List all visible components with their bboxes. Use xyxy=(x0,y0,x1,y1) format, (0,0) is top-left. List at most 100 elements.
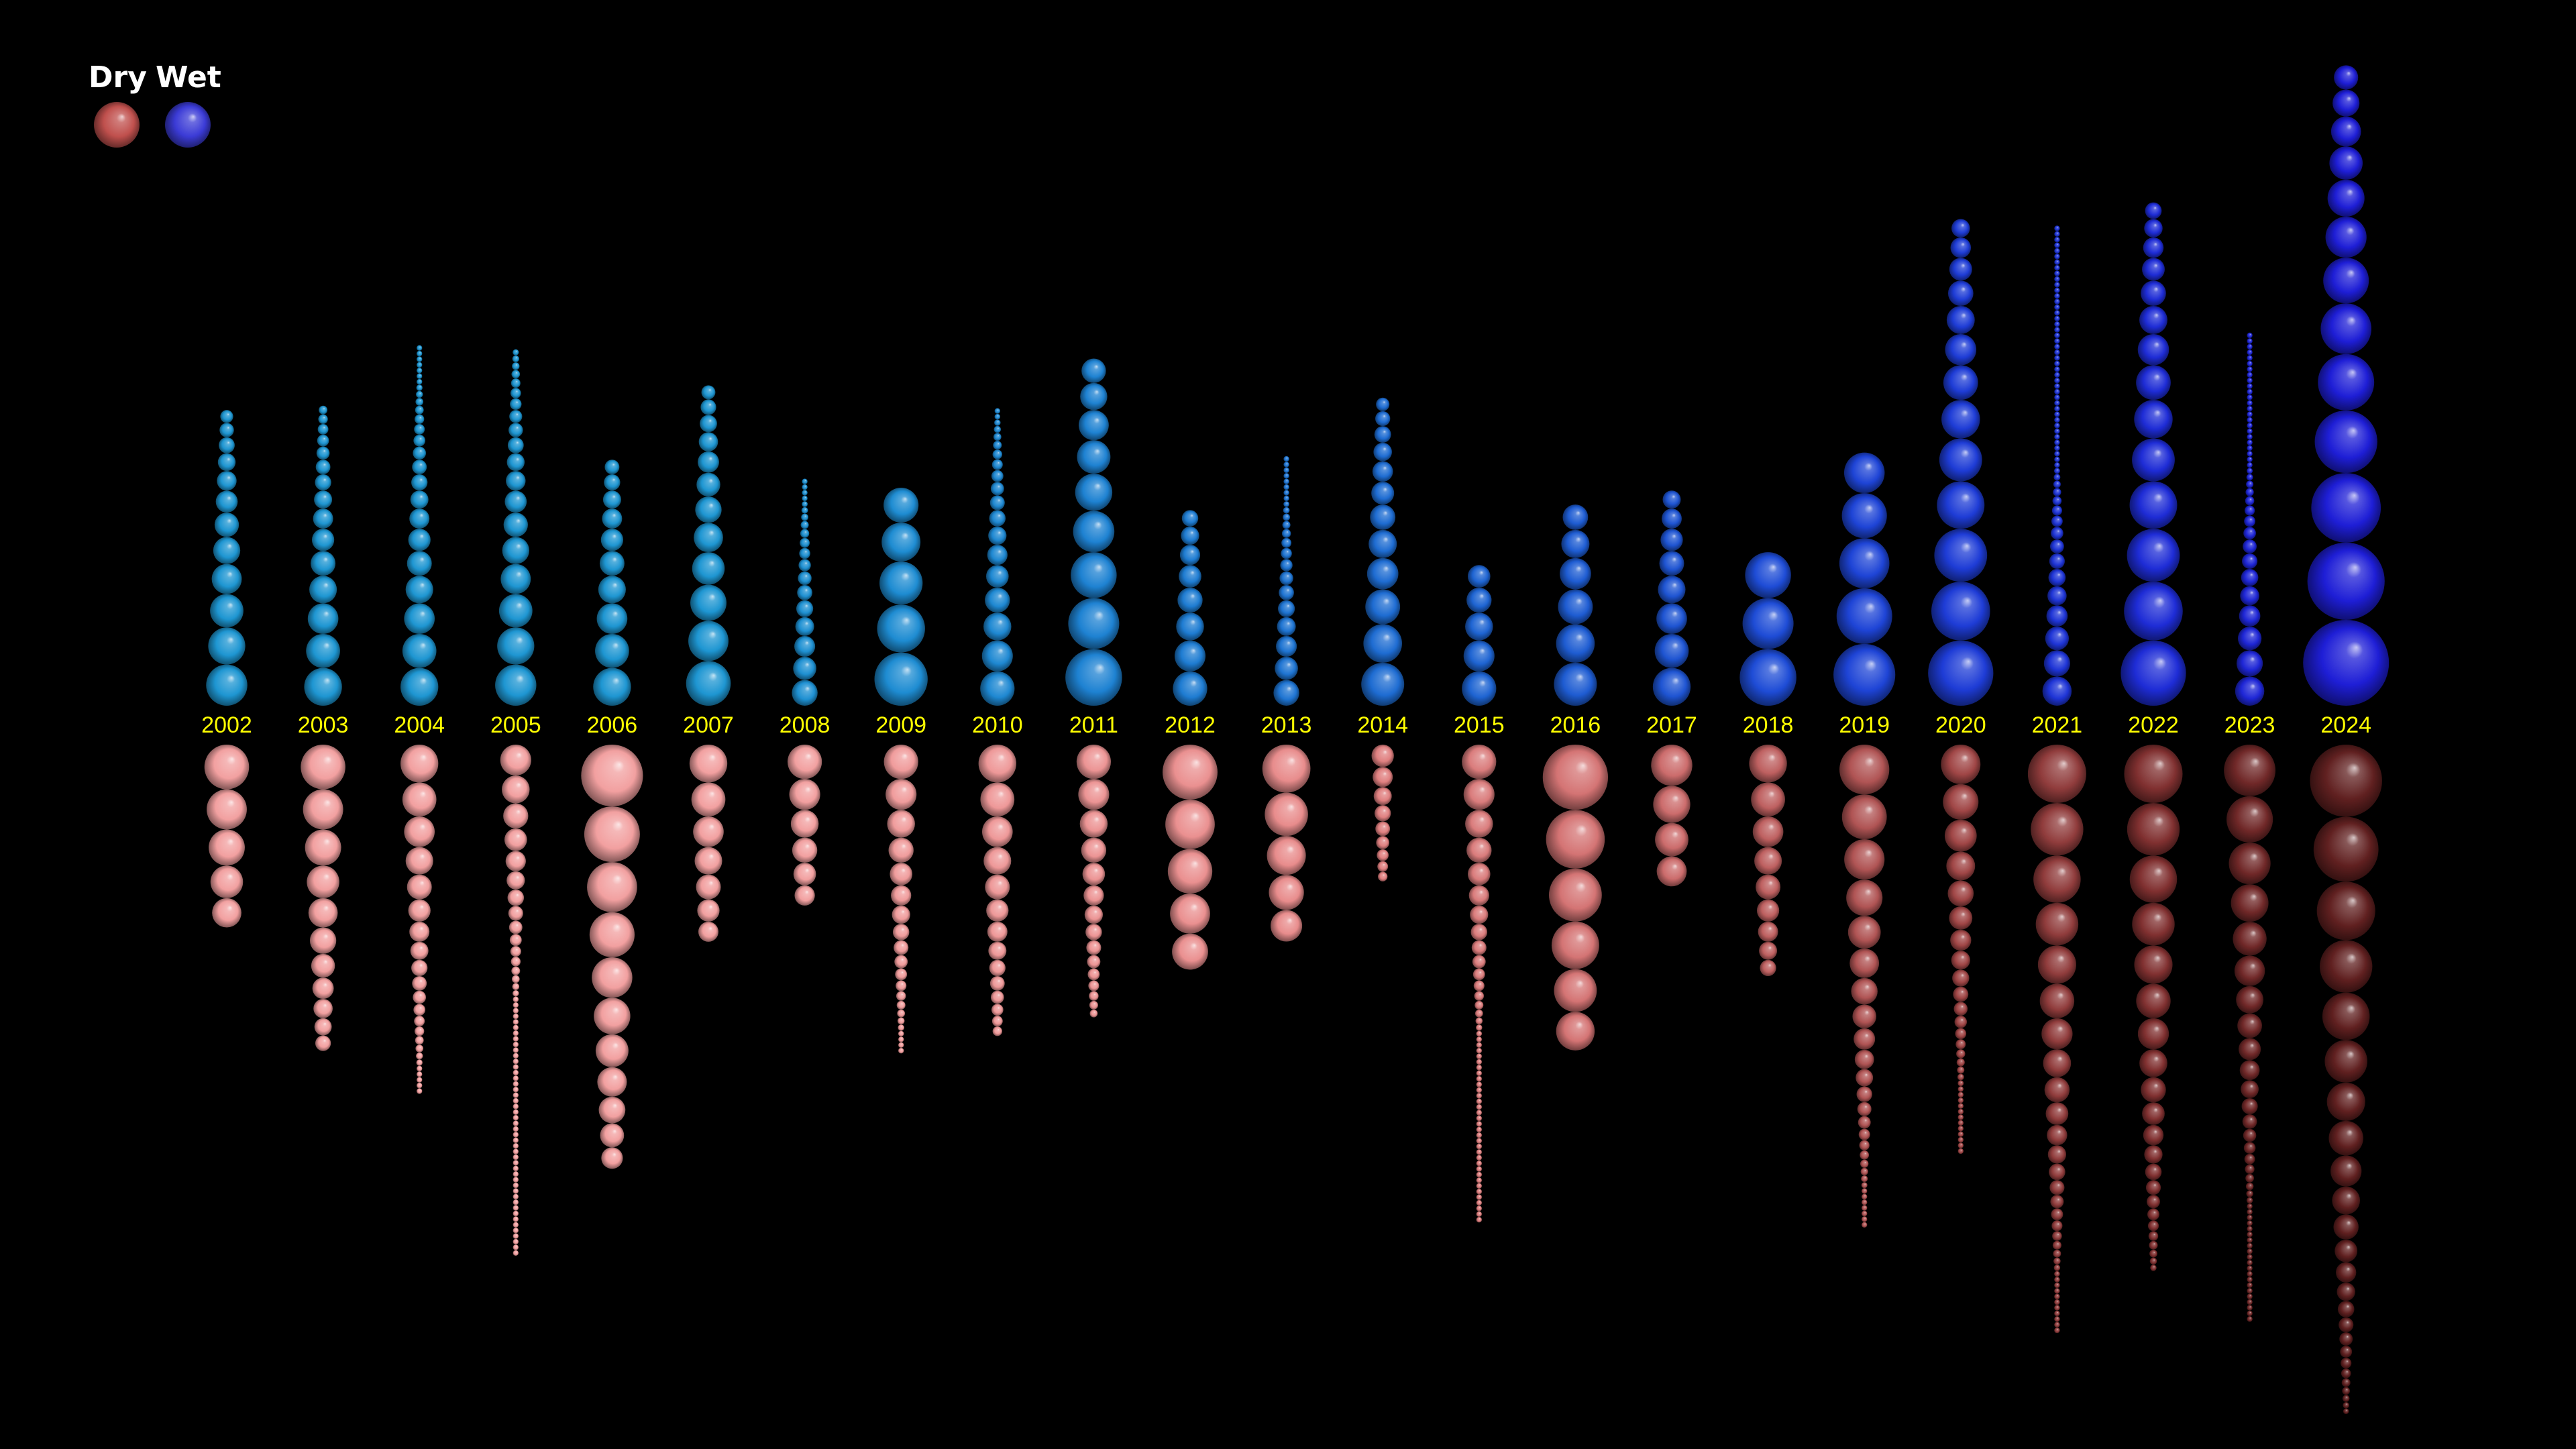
wet-sphere xyxy=(2054,378,2060,384)
wet-sphere xyxy=(498,594,533,628)
dry-sphere xyxy=(898,1036,904,1042)
year-label-2009: 2009 xyxy=(875,712,926,738)
dry-sphere xyxy=(513,1030,519,1036)
wet-sphere xyxy=(800,529,810,538)
dry-sphere xyxy=(2043,1049,2072,1077)
wet-sphere xyxy=(992,449,1003,460)
wet-sphere xyxy=(698,451,719,473)
wet-sphere xyxy=(1662,490,1681,509)
wet-sphere xyxy=(220,410,233,423)
dry-sphere xyxy=(410,941,429,960)
wet-sphere xyxy=(1081,358,1106,383)
dry-sphere xyxy=(1656,856,1687,887)
wet-sphere xyxy=(210,594,244,628)
dry-sphere xyxy=(2247,1299,2253,1305)
dry-sphere xyxy=(1474,991,1485,1001)
dry-column-2017 xyxy=(1651,744,1693,887)
year-label-2021: 2021 xyxy=(2032,712,2083,738)
wet-sphere xyxy=(317,434,329,447)
wet-sphere xyxy=(1276,635,1297,657)
wet-sphere xyxy=(797,585,812,600)
wet-sphere xyxy=(2143,237,2164,258)
dry-sphere xyxy=(2245,1182,2254,1191)
wet-sphere xyxy=(2142,258,2165,281)
dry-sphere xyxy=(212,898,241,928)
dry-sphere xyxy=(1476,1115,1482,1122)
wet-sphere xyxy=(2329,146,2363,180)
wet-sphere xyxy=(416,384,423,391)
wet-sphere xyxy=(2244,515,2256,527)
wet-sphere xyxy=(416,378,423,385)
dry-sphere xyxy=(2320,940,2373,993)
dry-sphere xyxy=(2045,1102,2069,1125)
dry-sphere xyxy=(2239,1060,2260,1081)
dry-sphere xyxy=(1085,924,1102,941)
wet-sphere xyxy=(2243,527,2256,540)
wet-sphere xyxy=(701,385,716,400)
wet-sphere xyxy=(988,526,1007,545)
wet-sphere xyxy=(2054,304,2060,311)
dry-sphere xyxy=(991,1004,1004,1016)
dry-sphere xyxy=(1849,948,1880,978)
dry-sphere xyxy=(2054,1322,2060,1328)
dry-sphere xyxy=(896,1000,906,1010)
dry-sphere xyxy=(2031,803,2084,856)
wet-sphere xyxy=(2051,527,2063,540)
dry-sphere xyxy=(513,989,519,997)
dry-sphere xyxy=(788,745,822,780)
wet-sphere xyxy=(2247,417,2253,423)
dry-sphere xyxy=(513,1216,519,1222)
wet-sphere xyxy=(2054,299,2060,305)
wet-sphere xyxy=(2042,676,2072,706)
dry-sphere xyxy=(513,1047,519,1053)
dry-sphere xyxy=(402,782,437,817)
wet-sphere xyxy=(2054,231,2060,237)
dry-sphere xyxy=(1953,986,1969,1002)
dry-sphere xyxy=(587,862,637,912)
dry-sphere xyxy=(1957,1103,1964,1109)
dry-sphere xyxy=(2339,1317,2354,1332)
wet-sphere xyxy=(2247,394,2253,400)
dry-sphere xyxy=(1165,799,1215,849)
wet-sphere xyxy=(211,564,242,594)
year-label-2018: 2018 xyxy=(1743,712,1794,738)
wet-sphere xyxy=(1939,438,1982,482)
dry-sphere xyxy=(2247,1209,2253,1215)
wet-sphere xyxy=(309,576,337,604)
wet-sphere xyxy=(2303,620,2390,706)
wet-sphere xyxy=(994,425,1002,433)
dry-sphere xyxy=(207,789,247,830)
dry-sphere xyxy=(2027,744,2086,804)
wet-sphere xyxy=(604,474,621,491)
wet-sphere xyxy=(417,345,423,351)
dry-sphere xyxy=(1476,1093,1482,1099)
wet-sphere xyxy=(802,495,808,502)
dry-sphere xyxy=(1476,1081,1482,1087)
dry-sphere xyxy=(513,1081,519,1087)
dry-sphere xyxy=(1476,1104,1482,1110)
dry-sphere xyxy=(412,975,427,991)
wet-sphere xyxy=(1376,397,1390,411)
wet-column-2020 xyxy=(1928,219,1994,706)
dry-sphere xyxy=(1862,1216,1868,1222)
wet-sphere xyxy=(1282,521,1291,529)
dry-sphere xyxy=(2033,855,2081,903)
wet-sphere xyxy=(1833,643,1896,706)
year-label-2006: 2006 xyxy=(587,712,638,738)
dry-sphere xyxy=(693,816,724,847)
dry-sphere xyxy=(2147,1220,2159,1232)
dry-sphere xyxy=(1476,1143,1482,1150)
dry-sphere xyxy=(1858,1116,1871,1129)
dry-column-2019 xyxy=(1839,744,1890,1228)
wet-sphere xyxy=(600,529,624,551)
dry-sphere xyxy=(986,899,1009,922)
wet-sphere xyxy=(512,362,520,370)
dry-sphere xyxy=(1476,1121,1482,1127)
wet-sphere xyxy=(410,490,429,509)
dry-sphere xyxy=(2054,1293,2060,1299)
wet-sphere xyxy=(1928,640,1994,706)
dry-sphere xyxy=(210,865,244,898)
dry-sphere xyxy=(1861,1182,1868,1189)
year-label-2011: 2011 xyxy=(1069,712,1118,738)
wet-sphere xyxy=(1181,510,1199,527)
